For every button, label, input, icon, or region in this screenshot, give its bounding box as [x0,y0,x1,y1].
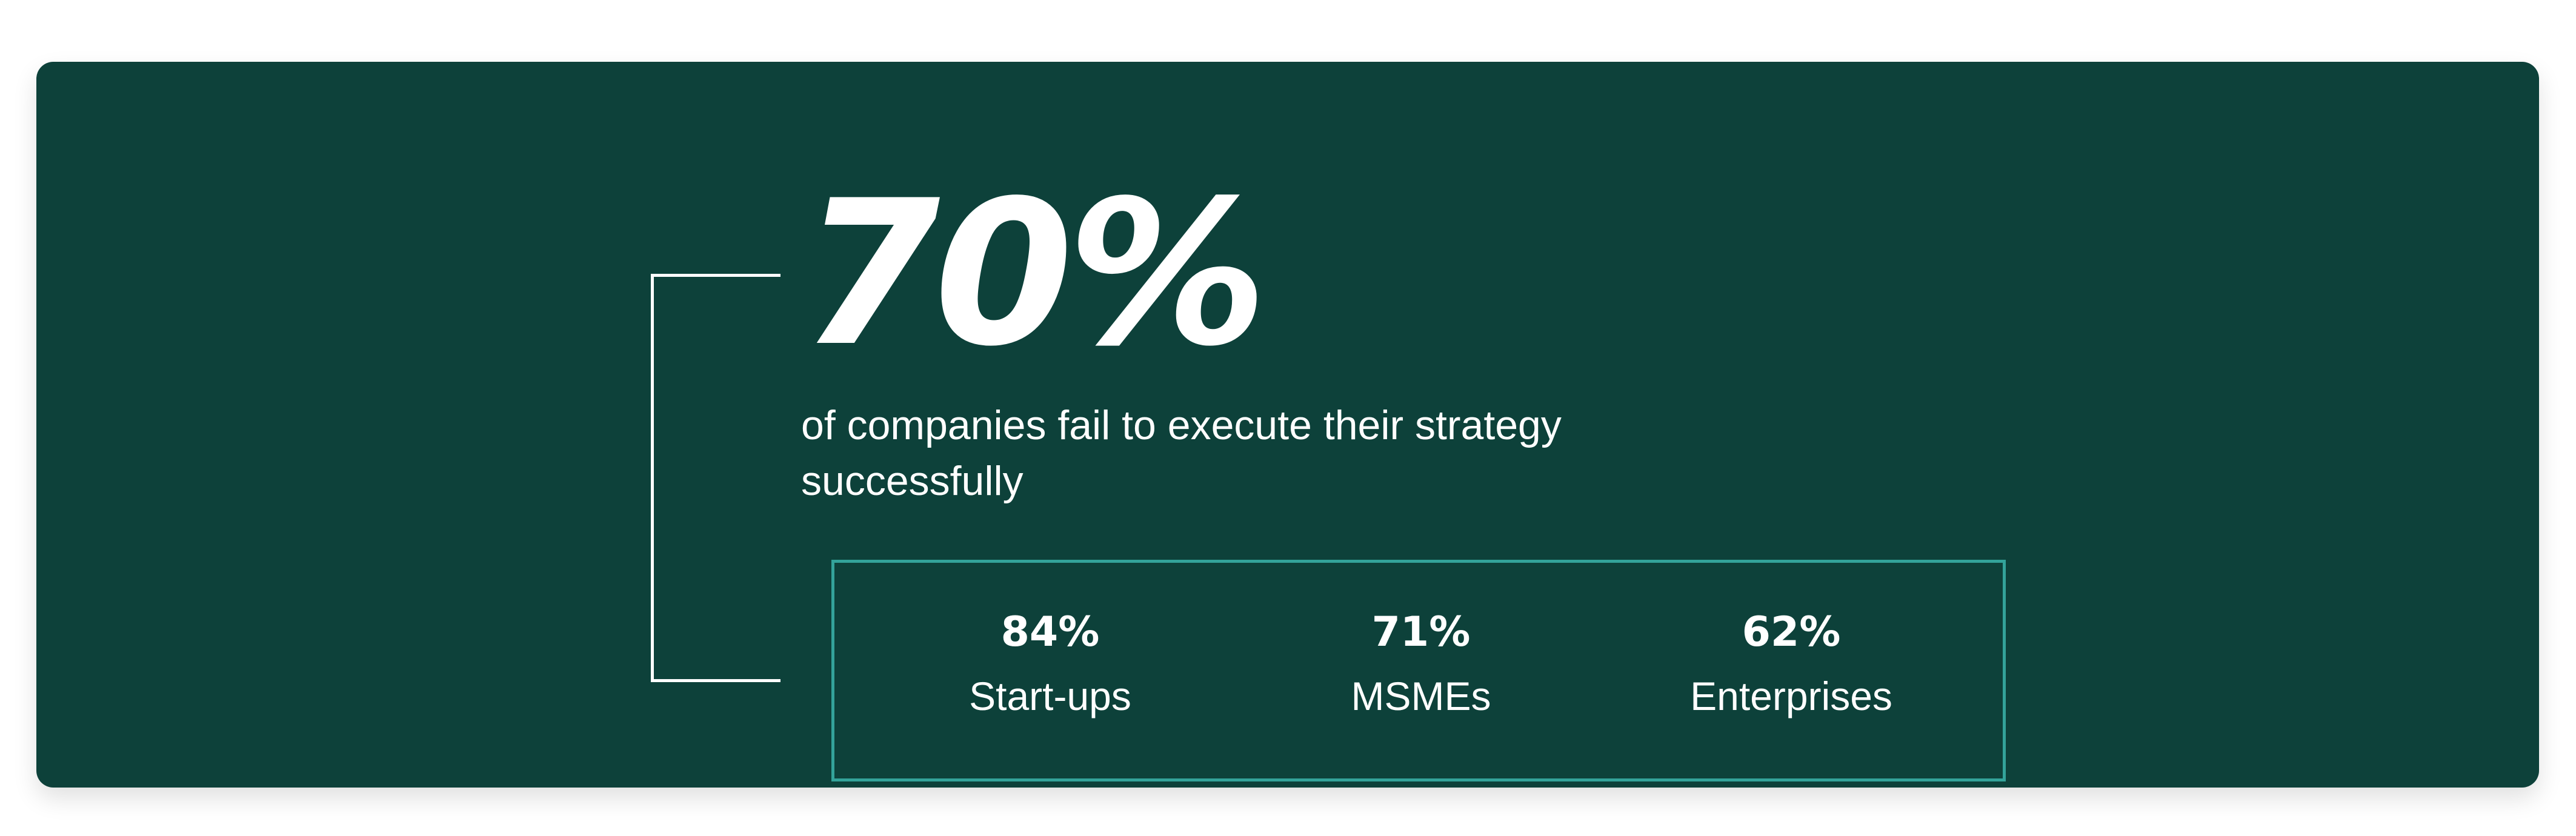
stat-value: 62% [1742,608,1841,656]
stat-value: 84% [1000,608,1100,656]
headline-percentage: 70% [801,158,1268,390]
stat-card: 70% of companies fail to execute their s… [36,62,2539,788]
breakdown-box: 84% Start-ups 71% MSMEs 62% Enterprises [831,560,2006,781]
bracket-line [651,274,780,682]
stat-value: 71% [1371,608,1471,656]
headline-description: of companies fail to execute their strat… [801,402,1562,504]
stat-startups: 84% Start-ups [868,605,1232,732]
stat-msmes: 71% MSMEs [1239,605,1603,732]
stat-label: MSMEs [1351,674,1491,718]
stat-label: Start-ups [969,674,1131,718]
stat-enterprises: 62% Enterprises [1609,605,1973,732]
stat-label: Enterprises [1690,674,1892,718]
